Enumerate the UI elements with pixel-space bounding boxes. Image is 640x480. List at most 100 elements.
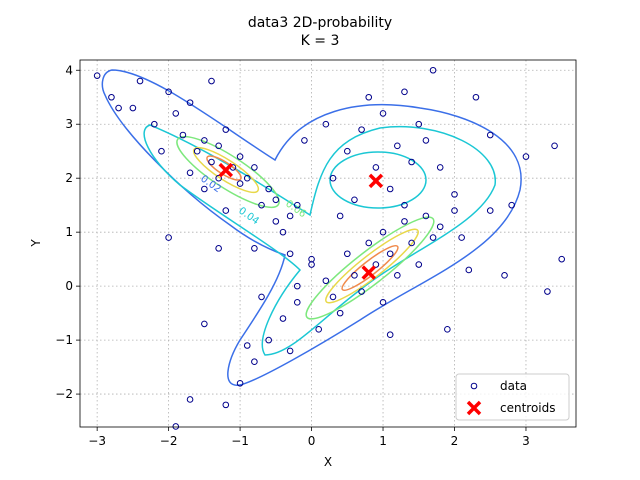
data-point [243, 174, 251, 182]
data-point [379, 228, 387, 236]
data-point [236, 153, 244, 160]
data-point [379, 299, 387, 306]
x-tick-label: −2 [160, 434, 178, 448]
contour [341, 245, 399, 291]
data-point [408, 239, 415, 247]
data-point [386, 331, 394, 339]
data-point [272, 218, 280, 225]
data-point [186, 99, 194, 106]
data-point [465, 266, 473, 274]
data-point [372, 261, 380, 268]
legend-marker [470, 382, 478, 390]
data-point [293, 201, 301, 209]
data-point [372, 164, 380, 171]
data-point [186, 169, 194, 177]
marks [93, 66, 566, 430]
data-point [408, 158, 415, 166]
legend-marker [466, 400, 482, 416]
data-point [308, 261, 315, 268]
data-point [193, 147, 201, 155]
data-point [386, 185, 394, 193]
data-point [222, 207, 230, 214]
y-tick-label: 2 [65, 171, 73, 185]
data-point [422, 212, 430, 220]
data-point [551, 142, 558, 150]
data-point [401, 218, 408, 225]
data-point [508, 201, 515, 209]
data-point [429, 234, 437, 241]
data-point [429, 66, 437, 74]
data-point [108, 93, 115, 101]
data-point [301, 137, 308, 144]
data-point [251, 358, 258, 365]
data-point [358, 288, 365, 295]
legend: data centroids [455, 373, 570, 421]
data-point [201, 185, 208, 193]
centroid [361, 265, 376, 280]
x-tick-label: 2 [451, 434, 459, 448]
y-axis-label: Y [29, 239, 43, 248]
data-point [272, 196, 280, 204]
data-point [501, 272, 508, 279]
y-tick-label: 1 [65, 225, 73, 239]
data-point [401, 201, 408, 209]
data-point [251, 245, 258, 252]
data-point [336, 212, 344, 220]
data-point [286, 212, 294, 220]
data-point [322, 277, 330, 285]
data-point [208, 77, 215, 85]
x-tick-label: −3 [88, 434, 106, 448]
data-point [215, 142, 222, 150]
x-axis-label: X [324, 455, 332, 469]
chart-title: data3 2D-probability [248, 15, 392, 31]
data-point [436, 223, 444, 231]
data-point [186, 396, 194, 403]
data-point [172, 423, 180, 430]
data-point [394, 272, 401, 279]
data-point [286, 250, 294, 258]
contour [325, 228, 419, 304]
data-point [258, 293, 265, 301]
data-point [436, 164, 444, 171]
y-tick-label: −2 [55, 387, 73, 401]
chart-subtitle: K = 3 [301, 33, 340, 49]
y-tick-label: −1 [55, 333, 73, 347]
data-point [351, 272, 358, 279]
legend-box [455, 373, 570, 421]
plot-frame [79, 59, 577, 428]
data-point [422, 137, 430, 144]
x-tick-label: −1 [231, 434, 249, 448]
data-point [451, 191, 458, 198]
data-point [472, 93, 480, 101]
data-point [215, 245, 222, 252]
data-point [215, 174, 222, 182]
contour [101, 69, 522, 386]
data-point [415, 120, 423, 128]
data-point [201, 320, 208, 328]
data-point [201, 137, 208, 144]
data-point [258, 201, 265, 209]
data-point [365, 239, 373, 247]
contour [176, 135, 280, 209]
data-point [351, 196, 358, 204]
data-point [136, 77, 144, 85]
data-point [222, 401, 230, 409]
data-point [329, 174, 337, 182]
data-point [293, 282, 301, 290]
data-point [315, 326, 323, 333]
data-point [265, 336, 272, 344]
data-point [172, 110, 180, 117]
data-point [151, 120, 158, 128]
legend-label: data [500, 379, 527, 393]
data-point [415, 261, 423, 268]
data-point [458, 234, 465, 241]
data-point [165, 88, 172, 96]
contour [143, 124, 496, 356]
data-point [486, 131, 494, 139]
data-point [279, 315, 287, 322]
data-point [251, 164, 258, 171]
data-point [329, 293, 337, 301]
data-point [444, 326, 451, 333]
centroid [218, 162, 234, 178]
x-tick-label: 3 [522, 434, 530, 448]
